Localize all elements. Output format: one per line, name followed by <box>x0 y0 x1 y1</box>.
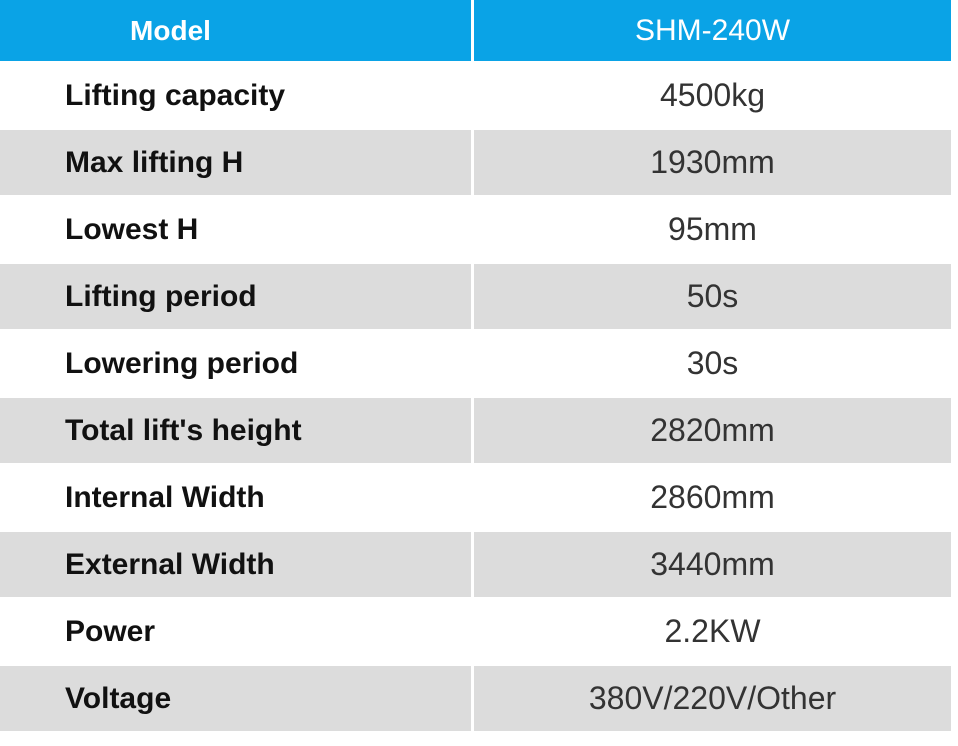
table-row: Lifting capacity 4500kg <box>0 63 951 130</box>
table-row: Total lift's height 2820mm <box>0 398 951 465</box>
table-row: External Width 3440mm <box>0 532 951 599</box>
table-row: Internal Width 2860mm <box>0 465 951 532</box>
spec-value: 3440mm <box>650 546 775 582</box>
header-cell: Model <box>0 0 474 61</box>
spec-label: Max lifting H <box>0 130 474 195</box>
header-row: Model SHM-240W <box>0 0 951 63</box>
table-row: Max lifting H 1930mm <box>0 130 951 197</box>
spec-value: 95mm <box>668 211 757 247</box>
spec-table: Model SHM-240W Lifting capacity 4500kg Max… <box>0 0 951 733</box>
table-row: Power 2.2KW <box>0 599 951 666</box>
spec-label: Lifting period <box>0 264 474 329</box>
spec-value: 2860mm <box>650 479 775 515</box>
table-row: Lifting period 50s <box>0 264 951 331</box>
spec-value: 1930mm <box>650 144 775 180</box>
table-row: Voltage 380V/220V/Other <box>0 666 951 733</box>
spec-label: Voltage <box>0 666 474 731</box>
spec-value: 30s <box>686 345 739 381</box>
spec-value: 380V/220V/Other <box>588 680 837 716</box>
spec-label: Lowest H <box>0 197 474 262</box>
spec-label: Internal Width <box>0 465 474 530</box>
spec-value: 4500kg <box>660 77 765 113</box>
spec-label: Total lift's height <box>0 398 474 463</box>
spec-label: External Width <box>0 532 474 597</box>
table-row: Lowering period 30s <box>0 331 951 398</box>
spec-label: Lifting capacity <box>0 63 474 128</box>
spec-value: 2.2KW <box>664 613 761 649</box>
header-cell: SHM-240W <box>634 13 791 47</box>
spec-value: 2820mm <box>650 412 775 448</box>
spec-value: 50s <box>686 278 739 314</box>
spec-label: Power <box>0 599 474 664</box>
table-row: Lowest H 95mm <box>0 197 951 264</box>
spec-label: Lowering period <box>0 331 474 396</box>
